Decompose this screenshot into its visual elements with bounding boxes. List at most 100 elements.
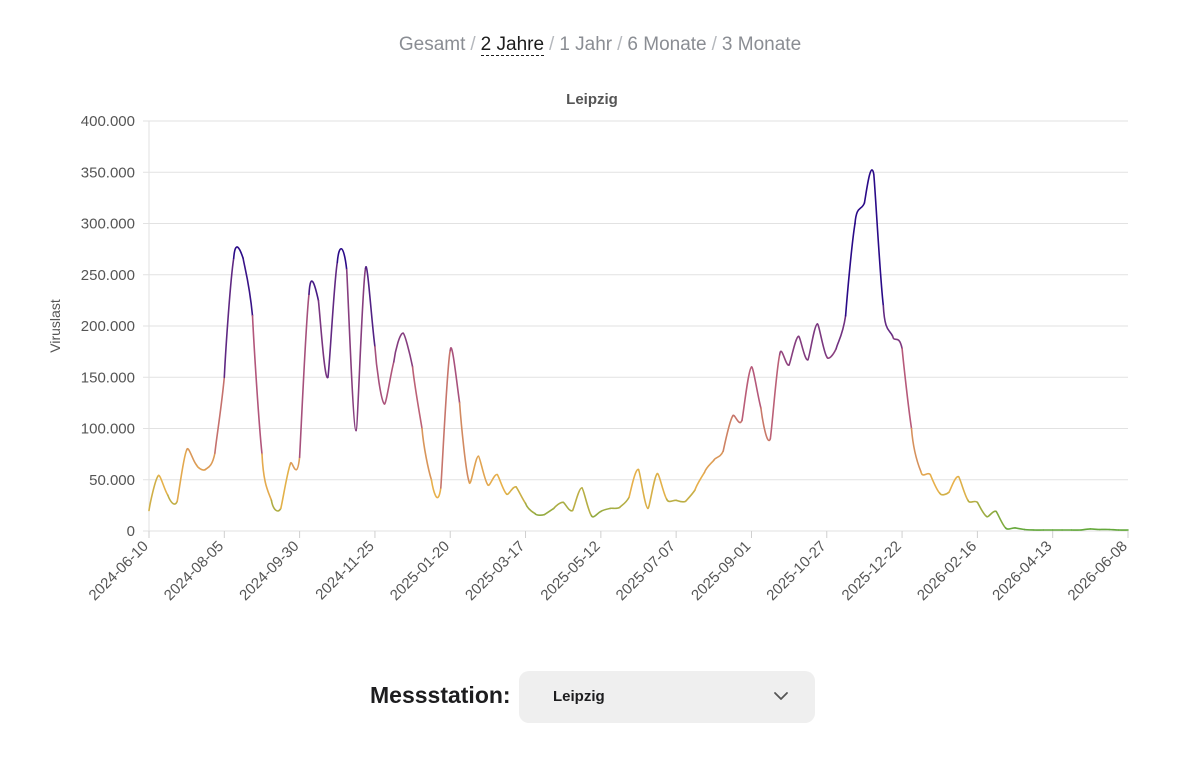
range-separator: / bbox=[470, 34, 476, 55]
y-tick-label: 400.000 bbox=[81, 113, 135, 130]
station-label: Messstation: bbox=[370, 682, 511, 708]
viruslast-line-segment bbox=[835, 315, 847, 350]
y-axis-label: Viruslast bbox=[47, 299, 63, 353]
x-tick-label: 2024-06-10 bbox=[86, 538, 152, 604]
viruslast-line-segment bbox=[665, 498, 677, 503]
viruslast-line-segment bbox=[703, 459, 715, 474]
viruslast-line-segment bbox=[148, 474, 160, 512]
y-tick-label: 300.000 bbox=[81, 216, 135, 233]
viruslast-line-segment bbox=[901, 347, 913, 430]
viruslast-line-segment bbox=[430, 479, 442, 499]
viruslast-line-segment bbox=[618, 496, 630, 509]
viruslast-line-segment bbox=[986, 510, 997, 518]
chevron-down-icon bbox=[774, 692, 788, 700]
viruslast-line-segment bbox=[402, 332, 414, 368]
viruslast-line-segment bbox=[967, 499, 979, 504]
viruslast-line-segment bbox=[722, 415, 734, 452]
y-tick-label: 200.000 bbox=[81, 318, 135, 335]
viruslast-line-segment bbox=[505, 486, 517, 496]
viruslast-line-segment bbox=[750, 366, 762, 409]
viruslast-line-segment bbox=[157, 474, 169, 496]
viruslast-line-segment bbox=[694, 471, 706, 491]
viruslast-line-segment bbox=[327, 261, 339, 379]
viruslast-line-segment bbox=[600, 507, 612, 513]
viruslast-line-segment bbox=[938, 491, 950, 496]
viruslast-line-segment bbox=[891, 335, 903, 350]
viruslast-line-segment bbox=[336, 247, 348, 271]
viruslast-line-segment bbox=[167, 494, 178, 505]
viruslast-line-segment bbox=[242, 257, 254, 317]
viruslast-line-segment bbox=[731, 414, 743, 424]
viruslast-line-segment bbox=[383, 361, 395, 405]
viruslast-line-segment bbox=[308, 280, 320, 302]
viruslast-line-segment bbox=[214, 376, 226, 454]
viruslast-line-segment bbox=[261, 453, 273, 502]
x-tick-label: 2024-09-30 bbox=[236, 538, 302, 604]
viruslast-line-segment bbox=[185, 447, 197, 466]
viruslast-line-chart: Leipzig Viruslast 0 50.000 100.000 150.000 2… bbox=[47, 91, 1131, 604]
range-option-gesamt[interactable]: Gesamt bbox=[398, 34, 466, 55]
viruslast-line-segment bbox=[534, 512, 546, 516]
range-option-6-monate[interactable]: 6 Monate bbox=[627, 34, 707, 55]
x-tick-label: 2025-01-20 bbox=[387, 538, 453, 604]
viruslast-line-segment bbox=[317, 299, 329, 379]
viruslast-line-segment bbox=[421, 427, 433, 481]
viruslast-line-segment bbox=[1014, 527, 1026, 531]
chart-title: Leipzig bbox=[566, 91, 618, 108]
x-tick-label: 2024-08-05 bbox=[161, 538, 227, 604]
viruslast-line-segment bbox=[590, 510, 602, 518]
viruslast-line-segment bbox=[468, 455, 480, 485]
viruslast-line-segment bbox=[854, 202, 866, 225]
viruslast-line-segment bbox=[863, 169, 875, 204]
range-option-3-monate[interactable]: 3 Monate bbox=[721, 34, 802, 55]
viruslast-line-segment bbox=[788, 335, 800, 366]
viruslast-line-segment bbox=[251, 315, 263, 455]
x-tick-label: 2025-12-22 bbox=[839, 538, 905, 604]
station-picker: Messstation: Leipzig bbox=[0, 670, 1200, 724]
viruslast-line-segment bbox=[769, 353, 781, 440]
viruslast-line-segment bbox=[741, 366, 753, 422]
viruslast-line-segment bbox=[957, 475, 969, 502]
viruslast-line-segment bbox=[477, 455, 489, 486]
viruslast-line-segment bbox=[223, 257, 235, 379]
viruslast-line-segment bbox=[713, 450, 724, 462]
viruslast-line-segment bbox=[948, 475, 960, 493]
viruslast-line-segment bbox=[1108, 528, 1120, 531]
viruslast-line-segment bbox=[345, 268, 357, 432]
x-tick-label: 2026-06-08 bbox=[1065, 538, 1131, 604]
viruslast-line-segment bbox=[280, 463, 291, 510]
viruslast-line-segment bbox=[374, 345, 386, 405]
viruslast-line-segment bbox=[816, 323, 828, 358]
viruslast-line-segment bbox=[797, 335, 809, 361]
x-tick-label: 2025-05-12 bbox=[537, 538, 603, 604]
viruslast-line-segment bbox=[684, 489, 696, 503]
viruslast-line-segment bbox=[232, 246, 244, 260]
viruslast-line-segment bbox=[562, 501, 574, 512]
range-selector: Gesamt/2 Jahre/1 Jahr/6 Monate/3 Monate bbox=[0, 34, 1200, 56]
viruslast-line-segment bbox=[656, 472, 668, 500]
viruslast-line-segment bbox=[647, 472, 659, 510]
viruslast-line-segment bbox=[1089, 528, 1101, 531]
viruslast-line-segment bbox=[411, 366, 423, 430]
y-tick-label: 350.000 bbox=[81, 164, 135, 181]
viruslast-line-segment bbox=[364, 265, 376, 348]
viruslast-line-segment bbox=[920, 470, 932, 476]
y-tick-label: 50.000 bbox=[89, 472, 135, 489]
x-tick-label: 2026-04-13 bbox=[989, 538, 1055, 604]
viruslast-line-segment bbox=[571, 487, 583, 512]
viruslast-line-segment bbox=[675, 499, 687, 503]
x-tick-label: 2025-09-01 bbox=[688, 538, 754, 604]
viruslast-line-segment bbox=[1023, 528, 1035, 531]
viruslast-line-segment bbox=[826, 347, 837, 360]
viruslast-line-segment bbox=[458, 402, 470, 483]
range-option-2-jahre[interactable]: 2 Jahre bbox=[480, 34, 545, 56]
viruslast-line-segment bbox=[976, 501, 988, 518]
viruslast-line-segment bbox=[807, 323, 819, 361]
station-select[interactable]: Leipzig bbox=[519, 671, 815, 723]
viruslast-line-segment bbox=[609, 506, 621, 510]
viruslast-line-segment bbox=[204, 452, 216, 471]
range-option-1-jahr[interactable]: 1 Jahr bbox=[559, 34, 613, 55]
viruslast-line-segment bbox=[487, 473, 499, 487]
viruslast-line-segment bbox=[1080, 528, 1092, 531]
y-tick-label: 250.000 bbox=[81, 267, 135, 284]
